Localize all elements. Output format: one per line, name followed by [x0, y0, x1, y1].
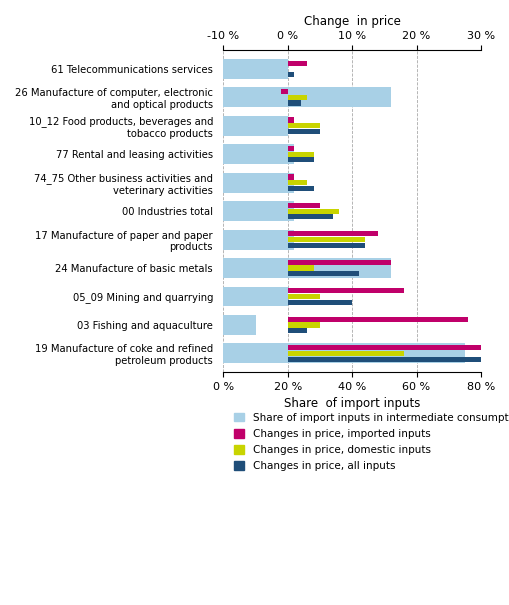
Bar [287, 328, 306, 333]
Bar [287, 72, 294, 77]
Bar [281, 89, 287, 94]
Bar [287, 174, 294, 180]
Bar [287, 288, 403, 293]
Bar [287, 117, 294, 123]
Bar [223, 344, 464, 364]
Legend: Share of import inputs in intermediate consumption, Changes in price, imported i: Share of import inputs in intermediate c… [233, 413, 509, 471]
Bar [223, 116, 287, 136]
Bar [287, 146, 294, 151]
Bar [287, 231, 377, 237]
Bar [223, 87, 390, 107]
Bar [287, 186, 313, 191]
Bar [287, 157, 313, 162]
Bar [287, 60, 306, 66]
Bar [287, 345, 509, 350]
Bar [223, 315, 255, 335]
Bar [287, 95, 306, 100]
Bar [223, 287, 287, 307]
Bar [287, 203, 319, 208]
Bar [287, 299, 351, 305]
Bar [223, 59, 287, 79]
Bar [287, 317, 467, 322]
Bar [287, 152, 313, 157]
Bar [223, 201, 294, 221]
Bar [287, 322, 319, 327]
Bar [287, 129, 319, 134]
Bar [223, 172, 294, 192]
Bar [287, 100, 300, 105]
Bar [287, 123, 319, 128]
Bar [287, 214, 332, 220]
Bar [223, 258, 390, 278]
Bar [287, 266, 313, 270]
Bar [287, 180, 306, 185]
X-axis label: Change  in price: Change in price [303, 15, 400, 28]
Bar [287, 237, 364, 242]
Bar [287, 271, 358, 276]
Bar [223, 230, 294, 249]
Bar [287, 243, 364, 248]
Bar [287, 260, 390, 265]
X-axis label: Share  of import inputs: Share of import inputs [284, 397, 419, 410]
Bar [287, 209, 338, 214]
Bar [287, 356, 509, 362]
Bar [287, 294, 319, 299]
Bar [287, 351, 403, 356]
Bar [223, 144, 294, 164]
